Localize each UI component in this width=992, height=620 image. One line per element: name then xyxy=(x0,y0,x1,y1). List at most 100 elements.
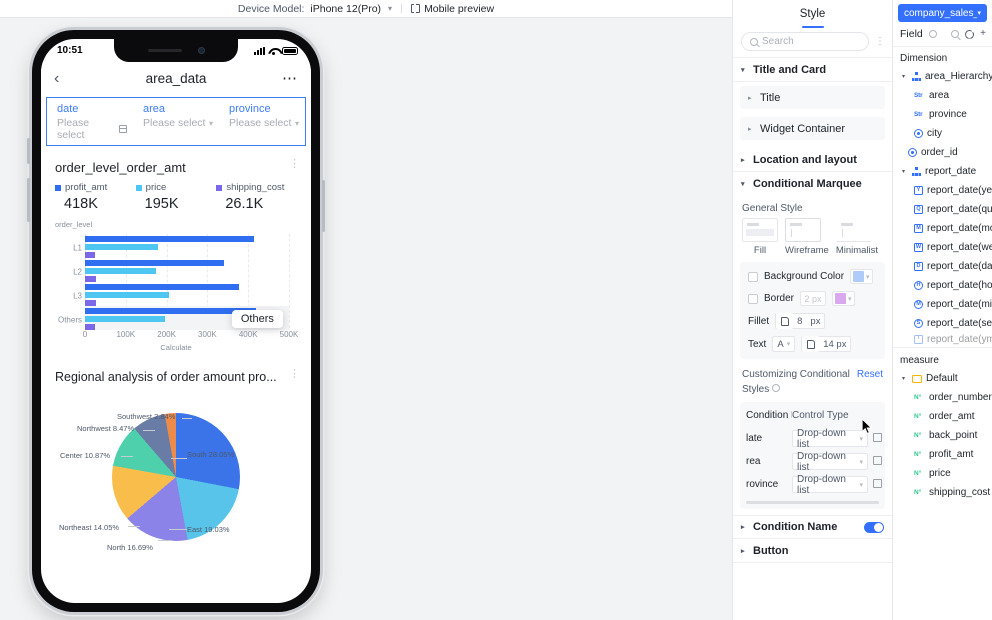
back-icon[interactable]: ‹ xyxy=(54,69,60,87)
pie-graphic[interactable] xyxy=(112,413,240,541)
background-color-checkbox[interactable] xyxy=(748,271,758,282)
field-list[interactable]: Dimension ▾ area_Hierarchy Str area Str … xyxy=(893,47,992,620)
widget-bar-chart[interactable]: order_level_order_amt ⋮ profit_amt 418K xyxy=(46,152,306,356)
measure-group-default[interactable]: ▾ Default xyxy=(893,369,992,388)
section-conditional-marquee[interactable]: ▾ Conditional Marquee xyxy=(733,172,892,196)
hierarchy-icon xyxy=(912,72,921,81)
field-report-date[interactable]: ▾ report_date xyxy=(893,162,992,181)
fillet-input[interactable]: 8 px xyxy=(775,313,826,329)
field-city[interactable]: city xyxy=(893,124,992,143)
filter-area[interactable]: area Please select ▾ xyxy=(133,103,219,141)
measure-profit-amt[interactable]: N° profit_amt xyxy=(893,445,992,464)
field-report-date-minute[interactable]: M report_date(minute xyxy=(893,295,992,314)
row-edit-icon[interactable] xyxy=(868,455,882,468)
add-icon[interactable]: + xyxy=(980,28,986,39)
bar-chart: order_level L1 xyxy=(55,220,298,352)
phone-screen: 10:51 ‹ area_data ⋯ xyxy=(41,39,311,603)
filter-area-value[interactable]: Please select ▾ xyxy=(143,117,219,129)
subsection-title[interactable]: ▸ Title xyxy=(740,86,885,109)
row-edit-icon[interactable] xyxy=(868,432,882,445)
condition-name-toggle[interactable] xyxy=(864,521,884,533)
bar-shipping-cost[interactable] xyxy=(85,300,96,306)
bar-shipping-cost[interactable] xyxy=(85,276,97,282)
filter-date[interactable]: date Please select xyxy=(47,103,133,141)
control-type-dropdown[interactable]: Drop-down list ▾ xyxy=(792,451,868,473)
more-icon[interactable]: ⋯ xyxy=(282,70,298,87)
border-color-picker[interactable]: ▾ xyxy=(832,291,855,306)
row-edit-icon[interactable] xyxy=(868,478,882,491)
chevron-down-icon[interactable]: ▾ xyxy=(388,4,393,13)
table-row[interactable]: rovince Drop-down list ▾ xyxy=(740,473,885,496)
bar-shipping-cost[interactable] xyxy=(85,324,96,330)
field-area[interactable]: Str area xyxy=(893,86,992,105)
cell-control-type[interactable]: Drop-down list ▾ xyxy=(792,428,868,450)
bar-price[interactable] xyxy=(85,292,169,298)
font-select[interactable]: A ▾ xyxy=(772,336,796,352)
field-report-date-month[interactable]: M report_date(month xyxy=(893,219,992,238)
chevron-down-icon[interactable]: ▾ xyxy=(902,74,906,80)
bar-shipping-cost[interactable] xyxy=(85,252,96,258)
widget-menu-icon[interactable]: ⋮ xyxy=(289,368,300,380)
control-type-dropdown[interactable]: Drop-down list ▾ xyxy=(792,428,868,450)
section-button[interactable]: ▸ Button xyxy=(733,539,892,563)
bar-price[interactable] xyxy=(85,268,156,274)
dataset-selector[interactable]: company_sales_r... ▾ xyxy=(898,4,987,22)
table-row[interactable]: rea Drop-down list ▾ xyxy=(740,450,885,473)
signal-icon xyxy=(254,46,265,55)
filter-province[interactable]: province Please select ▾ xyxy=(219,103,305,141)
measure-order-amt[interactable]: N° order_amt xyxy=(893,407,992,426)
info-icon[interactable] xyxy=(928,30,937,38)
measure-price[interactable]: N° price xyxy=(893,464,992,483)
style-options-icon[interactable]: ⋮ xyxy=(875,35,885,47)
field-area-hierarchy[interactable]: ▾ area_Hierarchy xyxy=(893,67,992,86)
field-report-date-hour[interactable]: H report_date(hour) xyxy=(893,276,992,295)
refresh-icon[interactable] xyxy=(965,29,975,39)
measure-order-number[interactable]: N° order_number xyxy=(893,388,992,407)
field-report-date-second[interactable]: S report_date(secon xyxy=(893,314,992,333)
field-report-date-ymdh[interactable]: T report_date(ymdh xyxy=(893,333,992,345)
chevron-down-icon[interactable]: ▾ xyxy=(902,376,906,382)
widget-menu-icon[interactable]: ⋮ xyxy=(289,158,300,170)
bar-profit-amt[interactable] xyxy=(85,260,225,266)
cell-control-type[interactable]: Drop-down list ▾ xyxy=(792,474,868,496)
background-color-picker[interactable]: ▾ xyxy=(850,269,873,284)
device-model-value[interactable]: iPhone 12(Pro) xyxy=(310,2,382,15)
tab-style[interactable]: Style xyxy=(733,0,892,28)
field-report-date-day[interactable]: D report_date(day) xyxy=(893,257,992,276)
text-size-input[interactable]: 14 px xyxy=(801,336,852,352)
section-title-and-card[interactable]: ▾ Title and Card xyxy=(733,58,892,82)
subsection-widget-container[interactable]: ▸ Widget Container xyxy=(740,117,885,140)
mobile-preview-button[interactable]: Mobile preview xyxy=(411,3,494,15)
control-type-dropdown[interactable]: Drop-down list ▾ xyxy=(792,474,868,496)
bar-profit-amt[interactable] xyxy=(85,308,256,314)
table-row[interactable]: late Drop-down list ▾ xyxy=(740,427,885,450)
measure-back-point[interactable]: N° back_point xyxy=(893,426,992,445)
info-icon[interactable] xyxy=(772,383,781,392)
style-option-fill[interactable]: Fill xyxy=(742,218,778,256)
field-report-date-week[interactable]: W report_date(week) xyxy=(893,238,992,257)
table-horizontal-scrollbar[interactable] xyxy=(746,501,879,504)
bar-price[interactable] xyxy=(85,244,159,250)
style-option-minimalist[interactable]: Minimalist xyxy=(835,218,878,256)
widget-pie-chart[interactable]: Regional analysis of order amount pro...… xyxy=(46,362,306,572)
bar-price[interactable] xyxy=(85,316,165,322)
search-icon[interactable] xyxy=(951,30,960,38)
chevron-down-icon[interactable]: ▾ xyxy=(902,169,906,175)
section-condition-name[interactable]: ▸ Condition Name xyxy=(733,515,892,539)
border-width-input[interactable]: 2 px xyxy=(800,291,827,306)
field-report-date-year[interactable]: Y report_date(year) xyxy=(893,181,992,200)
bar-profit-amt[interactable] xyxy=(85,284,240,290)
field-report-date-quarter[interactable]: Q report_date(quarte xyxy=(893,200,992,219)
border-checkbox[interactable] xyxy=(748,293,758,304)
filter-date-value[interactable]: Please select xyxy=(57,117,133,141)
field-province[interactable]: Str province xyxy=(893,105,992,124)
style-search-input[interactable]: Search xyxy=(741,32,869,51)
bar-profit-amt[interactable] xyxy=(85,236,254,242)
field-order-id[interactable]: order_id xyxy=(893,143,992,162)
section-location-and-layout[interactable]: ▸ Location and layout xyxy=(733,148,892,172)
measure-shipping-cost[interactable]: N° shipping_cost xyxy=(893,483,992,502)
reset-button[interactable]: Reset xyxy=(856,369,883,380)
style-option-wireframe[interactable]: Wireframe xyxy=(785,218,829,256)
cell-control-type[interactable]: Drop-down list ▾ xyxy=(792,451,868,473)
filter-province-value[interactable]: Please select ▾ xyxy=(229,117,305,129)
